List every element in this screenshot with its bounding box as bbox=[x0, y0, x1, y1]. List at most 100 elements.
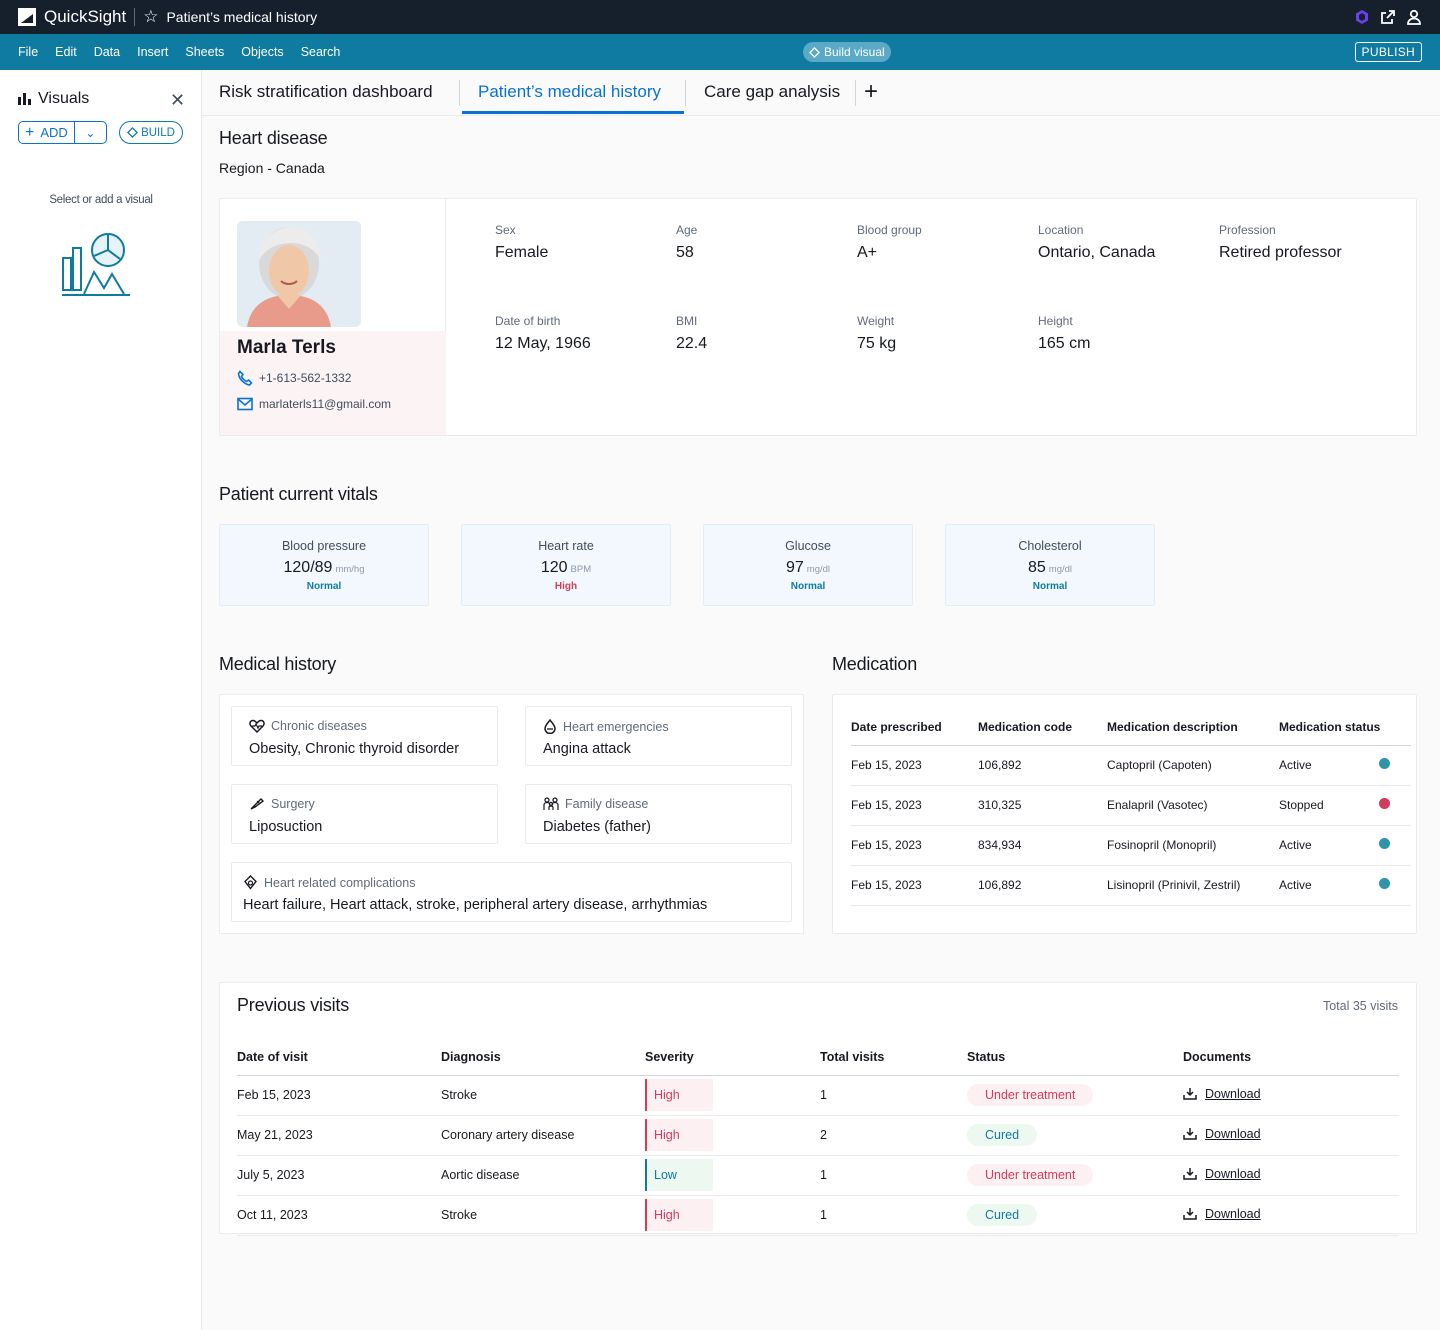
close-icon[interactable]: ✕ bbox=[170, 90, 186, 110]
vital-status: Normal bbox=[306, 581, 342, 592]
bar-chart-icon bbox=[18, 93, 31, 105]
cell-total: 1 bbox=[820, 1195, 967, 1236]
column-header[interactable]: Medication code bbox=[978, 709, 1107, 746]
attr-profession-label: Profession bbox=[1219, 223, 1276, 237]
medication-table: Date prescribed Medication code Medicati… bbox=[851, 709, 1411, 906]
mh-value: Heart failure, Heart attack, stroke, per… bbox=[243, 897, 708, 913]
cell-date: Feb 15, 2023 bbox=[851, 865, 978, 906]
vital-card-glucose: Glucose 97 mg/dl Normal bbox=[703, 524, 913, 606]
attr-age-value: 58 bbox=[676, 244, 694, 261]
column-header[interactable]: Date prescribed bbox=[851, 709, 978, 746]
menu-search[interactable]: Search bbox=[300, 45, 341, 59]
patient-email[interactable]: marlaterls11@gmail.com bbox=[237, 397, 391, 411]
column-header[interactable]: Medication status bbox=[1279, 709, 1411, 746]
external-link-icon[interactable] bbox=[1380, 9, 1396, 25]
add-sheet-plus-icon[interactable]: + bbox=[864, 78, 879, 105]
build-visual-button[interactable]: Build visual bbox=[803, 42, 891, 62]
mh-value: Angina attack bbox=[543, 741, 631, 757]
column-header[interactable]: Total visits bbox=[820, 1039, 967, 1076]
chronic-diseases-box: Chronic diseases Obesity, Chronic thyroi… bbox=[231, 706, 498, 766]
column-header[interactable]: Medication description bbox=[1107, 709, 1279, 746]
menu-sheets[interactable]: Sheets bbox=[185, 45, 225, 59]
top-bar: QuickSight ☆ Patient’s medical history bbox=[0, 0, 1440, 34]
patient-email-text: marlaterls11@gmail.com bbox=[259, 397, 391, 411]
status-badge: Cured bbox=[967, 1204, 1038, 1226]
mh-label: Heart related complications bbox=[243, 875, 415, 890]
download-label: Download bbox=[1205, 1206, 1261, 1221]
menu-bar: File Edit Data Insert Sheets Objects Sea… bbox=[0, 34, 1440, 70]
vital-value-row: 120/89 mm/hg bbox=[220, 559, 428, 577]
patient-contact-area bbox=[220, 331, 446, 435]
menu-objects[interactable]: Objects bbox=[241, 45, 284, 59]
vital-label: Glucose bbox=[785, 539, 831, 553]
column-header[interactable]: Diagnosis bbox=[441, 1039, 645, 1076]
medication-card: Date prescribed Medication code Medicati… bbox=[832, 694, 1417, 934]
vital-unit: mg/dl bbox=[1048, 564, 1073, 575]
cell-severity: High bbox=[645, 1075, 820, 1116]
user-icon[interactable] bbox=[1406, 9, 1422, 25]
cell-status: Cured bbox=[967, 1195, 1183, 1236]
cell-date: Feb 15, 2023 bbox=[237, 1075, 441, 1116]
table-row: Oct 11, 2023 Stroke High 1 Cured Downloa… bbox=[237, 1195, 1399, 1236]
empty-hint: Select or add a visual bbox=[49, 194, 153, 206]
download-link[interactable]: Download bbox=[1183, 1127, 1261, 1141]
build-button[interactable]: BUILD bbox=[119, 121, 183, 144]
tab-patient-medical-history[interactable]: Patient’s medical history bbox=[478, 82, 661, 101]
add-label: ADD bbox=[40, 125, 68, 140]
download-link[interactable]: Download bbox=[1183, 1207, 1261, 1221]
menu-edit[interactable]: Edit bbox=[55, 45, 77, 59]
tab-care-gap-analysis[interactable]: Care gap analysis bbox=[704, 82, 841, 101]
table-row: Feb 15, 2023 106,892 Captopril (Capoten)… bbox=[851, 745, 1411, 786]
attr-weight-label: Weight bbox=[857, 314, 895, 328]
download-link[interactable]: Download bbox=[1183, 1167, 1261, 1181]
cell-date: Feb 15, 2023 bbox=[851, 745, 978, 786]
cell-documents: Download bbox=[1183, 1075, 1399, 1116]
column-header[interactable]: Documents bbox=[1183, 1039, 1399, 1076]
star-icon[interactable]: ☆ bbox=[143, 7, 159, 26]
visual-illustration-icon bbox=[62, 233, 130, 296]
download-link[interactable]: Download bbox=[1183, 1087, 1261, 1101]
patient-phone[interactable]: +1-613-562-1332 bbox=[237, 370, 351, 386]
tab-risk-stratification[interactable]: Risk stratification dashboard bbox=[219, 82, 433, 101]
attr-sex-label: Sex bbox=[495, 223, 516, 237]
menu-file[interactable]: File bbox=[18, 45, 39, 59]
vital-value: 120/89 bbox=[283, 559, 333, 576]
table-header-row: Date prescribed Medication code Medicati… bbox=[851, 709, 1411, 746]
column-header[interactable]: Severity bbox=[645, 1039, 820, 1076]
severity-badge: High bbox=[645, 1199, 713, 1231]
cell-date: July 5, 2023 bbox=[237, 1155, 441, 1196]
column-header[interactable]: Status bbox=[967, 1039, 1183, 1076]
sheet-tabs bbox=[202, 70, 1440, 116]
column-header[interactable]: Date of visit bbox=[237, 1039, 441, 1076]
add-visual-button[interactable]: + ADD ⌄ bbox=[18, 121, 107, 144]
chevron-down-icon[interactable]: ⌄ bbox=[85, 125, 96, 140]
mh-value: Liposuction bbox=[249, 819, 323, 835]
visuals-panel-title: Visuals bbox=[38, 90, 90, 107]
severity-badge: Low bbox=[645, 1159, 713, 1191]
cell-diagnosis: Stroke bbox=[441, 1195, 645, 1236]
menu-data[interactable]: Data bbox=[93, 45, 121, 59]
attr-height-value: 165 cm bbox=[1038, 335, 1091, 352]
vital-label: Cholesterol bbox=[1018, 539, 1082, 553]
cell-code: 310,325 bbox=[978, 785, 1107, 826]
cell-description: Lisinopril (Prinivil, Zestril) bbox=[1107, 865, 1279, 906]
download-icon bbox=[1183, 1088, 1197, 1100]
cell-severity: Low bbox=[645, 1155, 820, 1196]
document-title: Patient’s medical history bbox=[166, 9, 318, 25]
patient-name: Marla Terls bbox=[237, 337, 336, 358]
table-row: Feb 15, 2023 106,892 Lisinopril (Prinivi… bbox=[851, 865, 1411, 906]
severity-badge: High bbox=[645, 1119, 713, 1151]
amazon-q-icon[interactable] bbox=[1354, 9, 1370, 25]
publish-button[interactable]: PUBLISH bbox=[1354, 42, 1422, 62]
previous-visits-title: Previous visits bbox=[237, 995, 350, 1015]
status-dot bbox=[1379, 798, 1390, 809]
status-dot bbox=[1379, 758, 1390, 769]
status-dot-cell bbox=[1379, 745, 1411, 786]
status-dot-cell bbox=[1379, 865, 1411, 906]
mh-label: Surgery bbox=[249, 797, 315, 811]
menu-insert[interactable]: Insert bbox=[137, 45, 169, 59]
vital-status: Normal bbox=[1032, 581, 1068, 592]
download-label: Download bbox=[1205, 1166, 1261, 1181]
download-icon bbox=[1183, 1208, 1197, 1220]
attr-profession-value: Retired professor bbox=[1219, 244, 1342, 261]
